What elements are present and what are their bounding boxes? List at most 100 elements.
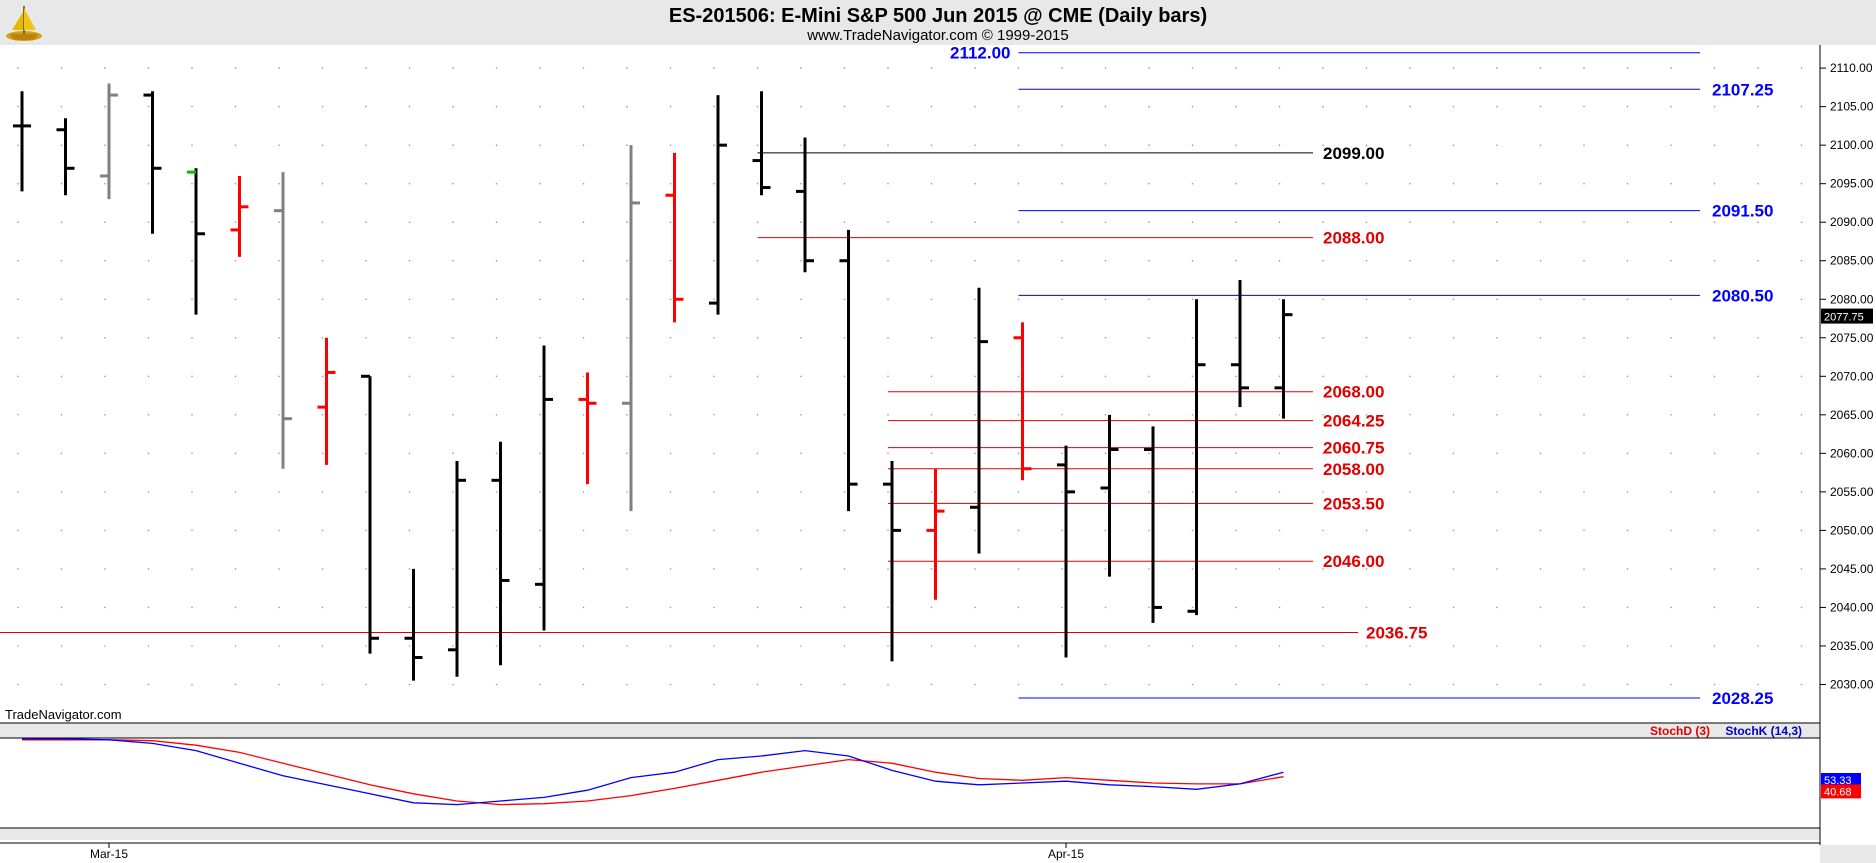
grid-dot xyxy=(1104,414,1107,416)
grid-dot xyxy=(1496,182,1498,185)
grid-dot xyxy=(1191,568,1194,570)
grid-dot xyxy=(1104,568,1107,570)
price-tick-label: 2060.00 xyxy=(1830,446,1874,460)
grid-dot xyxy=(278,221,280,223)
date-tick-label: Mar-15 xyxy=(90,847,128,861)
grid-dot xyxy=(1235,105,1237,108)
grid-dot xyxy=(1322,298,1324,301)
stochastic-panel xyxy=(0,738,1820,828)
grid-dot xyxy=(17,337,19,339)
grid-dot xyxy=(408,683,411,686)
grid-dot xyxy=(1496,105,1498,108)
grid-dot xyxy=(365,105,367,108)
grid-dot xyxy=(887,683,889,686)
grid-dot xyxy=(104,221,106,223)
grid-dot xyxy=(1670,67,1672,69)
ohlc-bar xyxy=(100,83,118,200)
grid-dot xyxy=(1104,182,1107,185)
grid-dot xyxy=(582,375,585,378)
chart-subtitle: www.TradeNavigator.com © 1999-2015 xyxy=(806,27,1068,44)
grid-dot xyxy=(1713,259,1716,262)
grid-dot xyxy=(1626,568,1629,570)
grid-dot xyxy=(1148,375,1150,378)
grid-dot xyxy=(1017,105,1020,108)
grid-dot xyxy=(1452,182,1455,185)
grid-dot xyxy=(1278,452,1281,455)
grid-dot xyxy=(147,645,150,647)
grid-dot xyxy=(1713,491,1716,493)
grid-dot xyxy=(843,67,846,69)
grid-dot xyxy=(1148,683,1150,686)
grid-dot xyxy=(1800,221,1803,223)
grid-dot xyxy=(1061,645,1063,647)
grid-dot xyxy=(1583,683,1585,686)
grid-dot xyxy=(1409,67,1411,69)
grid-dot xyxy=(669,144,672,146)
grid-dot xyxy=(1800,298,1803,301)
level-label: 2046.00 xyxy=(1323,552,1384,571)
grid-dot xyxy=(191,683,193,686)
grid-dot xyxy=(278,414,280,416)
grid-dot xyxy=(539,67,541,69)
grid-dot xyxy=(887,414,889,416)
ohlc-bar xyxy=(752,91,771,196)
grid-dot xyxy=(626,414,628,416)
grid-dot xyxy=(756,568,759,570)
grid-dot xyxy=(1713,452,1716,455)
grid-dot xyxy=(1409,259,1411,262)
grid-dot xyxy=(669,182,672,185)
grid-dot xyxy=(1061,375,1063,378)
grid-dot xyxy=(887,144,889,146)
grid-dot xyxy=(1148,452,1150,455)
grid-dot xyxy=(1800,259,1803,262)
grid-dot xyxy=(1626,221,1629,223)
grid-dot xyxy=(191,259,193,262)
grid-dot xyxy=(1626,606,1629,609)
grid-dot xyxy=(60,683,63,686)
level-label: 2058.00 xyxy=(1323,460,1384,479)
grid-dot xyxy=(1191,259,1194,262)
grid-dot xyxy=(1322,683,1324,686)
grid-dot xyxy=(17,144,19,146)
grid-dot xyxy=(1670,452,1672,455)
grid-dot xyxy=(278,67,280,69)
grid-dot xyxy=(1583,568,1585,570)
grid-dot xyxy=(1757,529,1759,532)
grid-dot xyxy=(1409,529,1411,532)
grid-dot xyxy=(104,568,106,570)
grid-dot xyxy=(278,568,280,570)
grid-dot xyxy=(1626,182,1629,185)
grid-dot xyxy=(234,529,237,532)
grid-dot xyxy=(452,259,454,262)
grid-dot xyxy=(234,683,237,686)
grid-dot xyxy=(1496,221,1498,223)
grid-dot xyxy=(104,298,106,301)
grid-dot xyxy=(539,452,541,455)
grid-dot xyxy=(17,259,19,262)
grid-dot xyxy=(843,221,846,223)
grid-dot xyxy=(191,67,193,69)
grid-dot xyxy=(1452,105,1455,108)
stochk-line xyxy=(22,738,1284,806)
grid-dot xyxy=(278,105,280,108)
grid-dot xyxy=(365,606,367,609)
grid-dot xyxy=(1583,375,1585,378)
ohlc-bar xyxy=(622,145,640,512)
date-axis-panel xyxy=(0,840,1820,863)
grid-dot xyxy=(1670,375,1672,378)
grid-dot xyxy=(1191,683,1194,686)
grid-dot xyxy=(1191,414,1194,416)
grid-dot xyxy=(887,568,889,570)
grid-dot xyxy=(756,259,759,262)
grid-dot xyxy=(1452,568,1455,570)
grid-dot xyxy=(1800,491,1803,493)
level-label: 2112.00 xyxy=(950,44,1011,63)
grid-dot xyxy=(539,105,541,108)
grid-dot xyxy=(1104,452,1107,455)
grid-dot xyxy=(1452,645,1455,647)
grid-dot xyxy=(1365,645,1368,647)
grid-dot xyxy=(582,414,585,416)
grid-dot xyxy=(408,375,411,378)
grid-dot xyxy=(104,606,106,609)
grid-dot xyxy=(1191,298,1194,301)
